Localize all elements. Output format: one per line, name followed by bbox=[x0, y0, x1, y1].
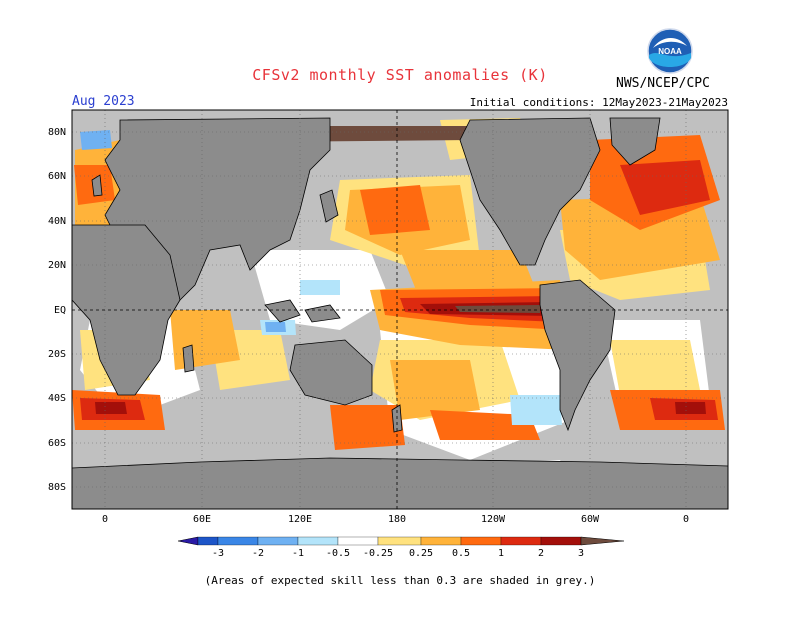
australia bbox=[289, 339, 373, 406]
colorbar-swatch bbox=[420, 536, 462, 546]
colorbar-swatch bbox=[217, 536, 259, 546]
noaa-logo: NOAA bbox=[647, 28, 693, 74]
equator-dateline bbox=[72, 110, 728, 509]
lon-label: 0 bbox=[102, 514, 108, 525]
anomaly-weak-cool bbox=[300, 280, 340, 295]
colorbar-tick: 0.5 bbox=[452, 548, 470, 559]
lat-label: 60N bbox=[48, 171, 66, 182]
lon-label: 180 bbox=[388, 514, 406, 525]
greenland bbox=[609, 117, 661, 166]
colorbar-tick: 3 bbox=[578, 548, 584, 559]
lat-label: 80S bbox=[48, 482, 66, 493]
organization-label: NWS/NCEP/CPC bbox=[616, 76, 710, 91]
initial-conditions-label: Initial conditions: 12May2023-21May2023 bbox=[469, 96, 728, 109]
anomaly-max-warm bbox=[455, 305, 540, 313]
colorbar-tick: -0.5 bbox=[326, 548, 350, 559]
lon-label: 60W bbox=[581, 514, 600, 525]
anomaly-extreme-warm bbox=[675, 402, 706, 414]
lon-label: 60E bbox=[193, 514, 211, 525]
antarctica bbox=[72, 457, 728, 509]
anomaly-weak-cool bbox=[510, 395, 562, 425]
colorbar-swatch bbox=[500, 536, 542, 546]
anomaly-moderate-cool bbox=[80, 130, 112, 150]
map-frame bbox=[71, 109, 729, 510]
colorbar-tick: -2 bbox=[252, 548, 264, 559]
valid-month-label: Aug 2023 bbox=[72, 94, 135, 109]
colorbar-arrow-low bbox=[177, 536, 199, 546]
colorbar-tick: -0.25 bbox=[363, 548, 393, 559]
south-america bbox=[539, 279, 616, 432]
anomaly-extreme-warm bbox=[95, 402, 127, 414]
anomaly-moderate-cool bbox=[265, 322, 286, 332]
colorbar-swatch bbox=[377, 536, 422, 546]
colorbar-swatch bbox=[257, 536, 299, 546]
chart-title: CFSv2 monthly SST anomalies (K) bbox=[252, 66, 548, 84]
colorbar-tick: 1 bbox=[498, 548, 504, 559]
lat-label: 20S bbox=[48, 349, 66, 360]
colorbar-arrow-high bbox=[580, 536, 625, 546]
colorbar-tick: -1 bbox=[292, 548, 304, 559]
land-masses bbox=[72, 117, 728, 509]
skill-footnote: (Areas of expected skill less than 0.3 a… bbox=[204, 574, 596, 587]
anomaly-moderate-warm bbox=[390, 360, 480, 420]
colorbar-swatch bbox=[460, 536, 502, 546]
lat-label: 20N bbox=[48, 260, 66, 271]
anomaly-moderate-warm bbox=[560, 195, 720, 280]
lon-label: 0 bbox=[683, 514, 689, 525]
uk bbox=[91, 174, 103, 197]
madagascar bbox=[182, 344, 195, 373]
lon-label: 120W bbox=[481, 514, 506, 525]
maritime-continent bbox=[304, 304, 341, 323]
colorbar-tick: -3 bbox=[212, 548, 224, 559]
anomaly-strong-warm bbox=[360, 185, 430, 235]
colorbar-swatch bbox=[337, 536, 379, 546]
lat-label: EQ bbox=[54, 305, 66, 316]
colorbar-swatch bbox=[297, 536, 339, 546]
noaa-logo-text: NOAA bbox=[658, 47, 682, 56]
lat-label: 60S bbox=[48, 438, 66, 449]
lon-label: 120E bbox=[288, 514, 312, 525]
japan bbox=[319, 189, 339, 223]
lat-label: 80N bbox=[48, 127, 66, 138]
colorbar-swatch bbox=[540, 536, 582, 546]
anomaly-moderate-warm bbox=[400, 250, 540, 300]
lat-label: 40S bbox=[48, 393, 66, 404]
colorbar-tick: 0.25 bbox=[409, 548, 433, 559]
anomaly-strong-warm bbox=[330, 405, 405, 450]
colorbar-swatch bbox=[197, 536, 219, 546]
graticule bbox=[72, 110, 728, 509]
colorbar-tick: 2 bbox=[538, 548, 544, 559]
anomaly-very-strong-warm bbox=[620, 160, 710, 215]
lat-label: 40N bbox=[48, 216, 66, 227]
north-america bbox=[459, 117, 601, 266]
